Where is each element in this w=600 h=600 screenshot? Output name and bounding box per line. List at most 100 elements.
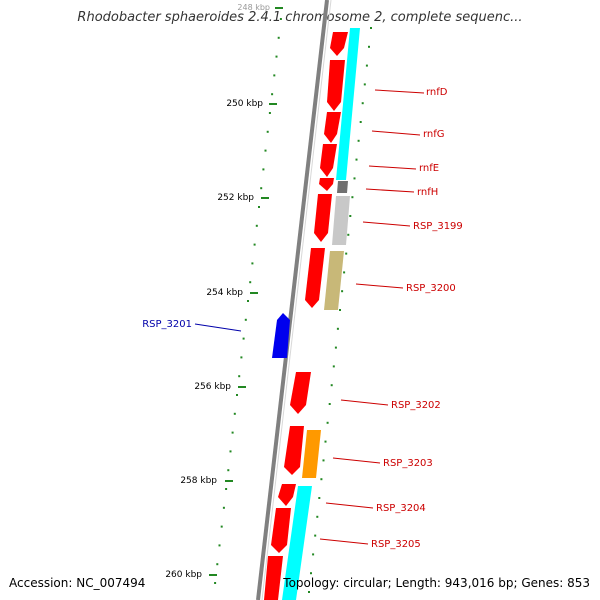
- scale-dot: [266, 130, 269, 133]
- scale-dot: [308, 591, 310, 593]
- gene-label-RSP_3204: RSP_3204: [376, 503, 426, 514]
- scale-dot: [242, 337, 245, 340]
- scale-dot: [365, 64, 368, 67]
- gene-arrow: [314, 194, 332, 242]
- scale-dot: [271, 93, 274, 96]
- scale-dots-left: [214, 18, 282, 584]
- scale-dot: [341, 290, 344, 293]
- scale-dot: [279, 18, 282, 20]
- gene-arrow: [264, 556, 283, 600]
- scale-dot: [233, 412, 236, 415]
- topology-summary: Topology: circular; Length: 943,016 bp; …: [283, 576, 590, 590]
- gene-arrow-forward: [272, 313, 290, 358]
- gene-label-RSP_3205: RSP_3205: [371, 539, 421, 550]
- scale-dot: [268, 112, 271, 114]
- tick-label: 256 kbp: [194, 382, 231, 392]
- scale-dot: [363, 83, 366, 86]
- scale-dot: [320, 478, 323, 481]
- scale-dot: [330, 384, 333, 387]
- scale-dot: [324, 440, 327, 443]
- gene-label-RSP_3201: RSP_3201: [142, 319, 192, 330]
- cog-band-cyan-bottom: [282, 486, 312, 600]
- gene-arrow: [278, 484, 296, 506]
- gene-arrow: [290, 372, 311, 414]
- scale-dot: [339, 309, 341, 311]
- scale-dot: [214, 582, 217, 584]
- cog-band-khaki: [324, 251, 344, 310]
- tick-label: 248 kbp: [237, 3, 270, 12]
- cog-band-darkgray: [337, 181, 348, 193]
- scale-dot: [258, 206, 260, 208]
- scale-dot: [253, 243, 256, 246]
- tick-label: 258 kbp: [180, 476, 217, 486]
- scale-dot: [255, 224, 258, 227]
- scale-dot: [231, 431, 234, 434]
- gene-label-rnfD: rnfD: [426, 87, 448, 98]
- gene-label-rnfH: rnfH: [417, 187, 438, 198]
- tick-label: 254 kbp: [206, 288, 243, 298]
- gene-label-RSP_3203: RSP_3203: [383, 458, 433, 469]
- scale-dot: [345, 252, 348, 255]
- scale-dot: [264, 149, 267, 152]
- scale-dot: [334, 346, 337, 349]
- scale-dot: [225, 488, 228, 490]
- scale-dot: [227, 469, 230, 472]
- map-title: Rhodobacter sphaeroides 2.4.1 chromosome…: [77, 10, 523, 25]
- scale-dot: [318, 497, 321, 499]
- gene-features[interactable]: [264, 32, 348, 600]
- scale-dot: [322, 459, 325, 462]
- scale-dot: [244, 318, 247, 321]
- scale-dot: [368, 45, 370, 48]
- gene-arrow: [324, 112, 341, 143]
- cog-bands: [282, 28, 360, 600]
- scale-dots-right: [308, 27, 372, 593]
- gene-arrow: [320, 144, 337, 177]
- scale-dot: [355, 158, 358, 161]
- gene-arrow: [271, 508, 291, 553]
- scale-dot: [310, 572, 312, 575]
- scale-dot: [343, 271, 346, 274]
- scale-dot: [332, 365, 335, 368]
- scale-dot: [229, 450, 232, 453]
- scale-dot: [275, 55, 278, 58]
- scale-dot: [220, 525, 223, 528]
- gene-label-RSP_3199: RSP_3199: [413, 221, 463, 232]
- accession-text: Accession: NC_007494: [9, 576, 146, 590]
- gene-label-rnfE: rnfE: [419, 163, 439, 174]
- scale-dot: [326, 421, 329, 424]
- kbp-ticks: 248 kbp 250 kbp 252 kbp 254 kbp 256 kbp …: [165, 3, 283, 580]
- backbone-highlight: [261, 0, 332, 600]
- scale-dot: [218, 544, 221, 547]
- backbone-line: [256, 0, 329, 600]
- scale-dot: [370, 27, 372, 29]
- scale-dot: [353, 177, 356, 180]
- scale-dot: [238, 375, 241, 378]
- scale-dot: [316, 515, 319, 518]
- scale-dot: [249, 281, 252, 284]
- gene-arrow: [327, 60, 345, 111]
- scale-dot: [347, 233, 350, 236]
- gene-labels: rnfD rnfG rnfE rnfH RSP_3199 RSP_3200 RS…: [142, 87, 463, 550]
- gene-arrow: [319, 178, 334, 191]
- scale-dot: [336, 327, 339, 330]
- scale-dot: [240, 356, 243, 359]
- scale-dot: [357, 139, 360, 142]
- scale-dot: [351, 196, 354, 199]
- tick-label: 252 kbp: [217, 193, 254, 203]
- tick-label: 260 kbp: [165, 570, 202, 580]
- scale-dot: [216, 563, 219, 566]
- scale-dot: [247, 300, 249, 302]
- cog-band-gray: [332, 196, 350, 245]
- scale-dot: [222, 506, 225, 509]
- scale-dot: [359, 121, 362, 123]
- gene-arrow: [305, 248, 325, 308]
- tick-label: 250 kbp: [226, 99, 263, 109]
- cog-band-cyan-top: [336, 28, 360, 180]
- scale-dot: [312, 553, 315, 556]
- gene-arrow: [330, 32, 348, 56]
- scale-dot: [328, 403, 331, 405]
- scale-dot: [314, 534, 317, 537]
- cog-band-orange: [302, 430, 321, 478]
- gene-arrow: [284, 426, 304, 475]
